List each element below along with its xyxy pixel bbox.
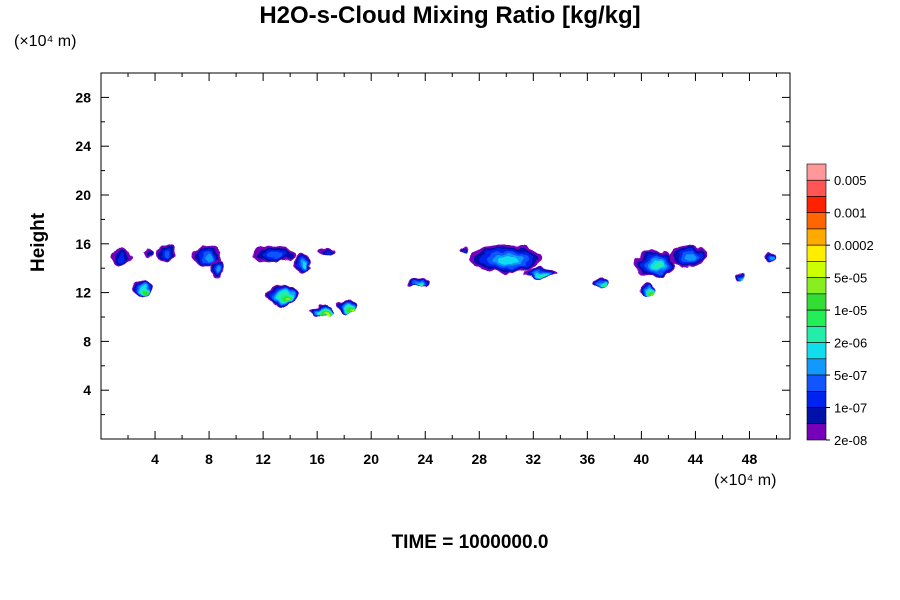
- colorbar-label: 5e-05: [834, 271, 867, 286]
- colorbar-swatch: [806, 196, 827, 214]
- cloud-contour: [144, 290, 149, 294]
- y-axis-unit: (×10⁴ m): [14, 33, 77, 50]
- cloud-region: [156, 245, 176, 263]
- colorbar-swatch: [806, 326, 827, 343]
- x-tick-label: 16: [309, 451, 325, 467]
- time-label: TIME = 1000000.0: [391, 532, 549, 553]
- colorbar-label: 1e-05: [834, 303, 867, 318]
- x-tick-label: 36: [580, 451, 596, 467]
- x-axis-unit: (×10⁴ m): [714, 472, 777, 489]
- cloud-contour: [163, 251, 172, 259]
- cloud-region: [671, 245, 707, 267]
- cloud-region: [735, 273, 745, 281]
- y-tick-label: 20: [75, 187, 91, 203]
- cloud-region: [110, 249, 133, 266]
- colorbar-swatch: [806, 277, 827, 295]
- colorbar-label: 0.0002: [834, 238, 874, 253]
- cloud-region: [337, 301, 357, 314]
- x-tick-label: 20: [363, 451, 379, 467]
- cloud-region: [638, 284, 655, 296]
- colorbar-swatch: [806, 342, 827, 360]
- cloud-region: [252, 245, 296, 262]
- colorbar-label: 0.005: [834, 173, 867, 188]
- cloud-contour: [351, 310, 355, 313]
- cloud-contour: [419, 284, 425, 287]
- cloud-region: [763, 252, 776, 264]
- x-tick-label: 48: [742, 451, 758, 467]
- cloud-field: [110, 244, 776, 317]
- cloud-contour: [145, 250, 153, 256]
- cloud-contour: [325, 313, 330, 316]
- chart-title: H2O-s-Cloud Mixing Ratio [kg/kg]: [259, 2, 641, 29]
- cloud-contour: [302, 262, 308, 269]
- cloud-contour: [267, 251, 285, 258]
- x-tick-label: 28: [471, 451, 487, 467]
- cloud-contour: [217, 266, 222, 274]
- x-tick-label: 8: [205, 451, 213, 467]
- cloud-contour: [741, 277, 745, 280]
- colorbar-label: 5e-07: [834, 368, 867, 383]
- x-tick-label: 44: [688, 451, 704, 467]
- cloud-contour: [650, 292, 654, 295]
- cloud-region: [523, 268, 557, 278]
- colorbar-label: 0.001: [834, 206, 867, 221]
- x-tick-label: 24: [417, 451, 433, 467]
- cloud-region: [143, 248, 154, 256]
- cloud-region: [132, 281, 151, 297]
- y-tick-label: 4: [83, 382, 91, 398]
- colorbar-swatch: [806, 163, 827, 181]
- cloud-region: [319, 246, 337, 256]
- y-tick-label: 24: [75, 138, 91, 154]
- cloud-region: [309, 305, 333, 317]
- cloud-region: [634, 249, 676, 277]
- y-tick-label: 16: [75, 236, 91, 252]
- colorbar-swatch: [806, 244, 827, 262]
- cloud-region: [266, 284, 298, 307]
- colorbar-swatch: [806, 179, 827, 197]
- colorbar-swatch: [806, 423, 827, 441]
- y-tick-label: 28: [75, 89, 91, 105]
- colorbar-swatch: [806, 407, 827, 425]
- colorbar-swatch: [806, 309, 827, 327]
- cloud-contour: [325, 249, 334, 255]
- cloud-contour: [603, 284, 607, 287]
- x-tick-label: 32: [526, 451, 542, 467]
- x-tick-label: 12: [255, 451, 271, 467]
- colorbar-swatch: [806, 374, 827, 392]
- colorbar-label: 2e-08: [834, 433, 867, 448]
- cloud-region: [469, 244, 543, 273]
- cloud-region: [458, 246, 468, 254]
- colorbar-label: 1e-07: [834, 401, 867, 416]
- colorbar-swatch: [806, 390, 827, 408]
- cloud-contour: [653, 262, 664, 270]
- x-tick-label: 4: [151, 451, 159, 467]
- x-tick-label: 40: [634, 451, 650, 467]
- cloud-contour: [284, 296, 291, 301]
- colorbar-swatch: [806, 261, 827, 278]
- cloud-contour: [539, 274, 548, 277]
- cloud-contour: [461, 248, 467, 253]
- y-tick-label: 12: [75, 285, 91, 301]
- y-tick-label: 8: [83, 333, 91, 349]
- cloud-contour: [498, 256, 520, 265]
- cloud-contour: [685, 254, 697, 262]
- colorbar-swatch: [806, 212, 827, 230]
- colorbar-label: 2e-06: [834, 336, 867, 351]
- colorbar-swatch: [806, 228, 827, 246]
- cloud-contour: [117, 254, 128, 262]
- cloud-region: [407, 278, 430, 288]
- colorbar-swatch: [806, 358, 827, 376]
- cloud-region: [210, 258, 224, 278]
- cloud-contour: [770, 258, 775, 262]
- cloud-region: [592, 277, 609, 288]
- colorbar-swatch: [806, 293, 827, 311]
- colorbar: 0.005 0.001 0.0002 5e-05 1e-05 2e-06 5e-07 1e-0…: [806, 163, 874, 448]
- cloud-region: [294, 251, 311, 275]
- cloud-contour: [204, 254, 214, 262]
